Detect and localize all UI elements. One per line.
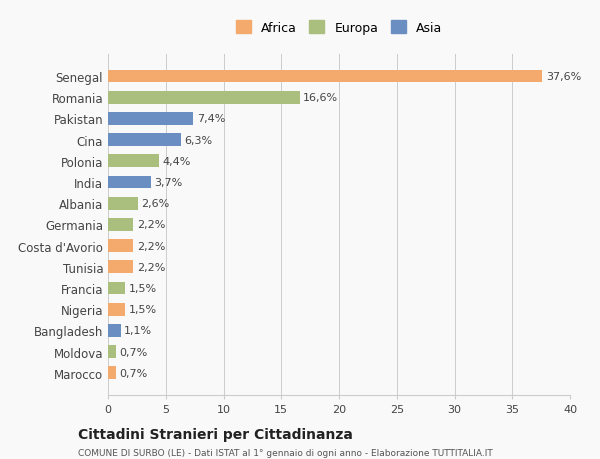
Bar bbox=[108, 367, 116, 379]
Text: 1,5%: 1,5% bbox=[129, 283, 157, 293]
Text: 37,6%: 37,6% bbox=[546, 72, 581, 82]
Bar bbox=[108, 134, 181, 147]
Bar bbox=[108, 303, 125, 316]
Text: 1,1%: 1,1% bbox=[124, 326, 152, 336]
Text: 2,2%: 2,2% bbox=[137, 241, 165, 251]
Bar bbox=[108, 92, 300, 104]
Bar bbox=[108, 218, 133, 231]
Text: 7,4%: 7,4% bbox=[197, 114, 226, 124]
Bar bbox=[108, 71, 542, 83]
Bar bbox=[108, 346, 116, 358]
Legend: Africa, Europa, Asia: Africa, Europa, Asia bbox=[232, 17, 446, 38]
Text: 0,7%: 0,7% bbox=[119, 368, 148, 378]
Text: 6,3%: 6,3% bbox=[184, 135, 212, 146]
Text: 0,7%: 0,7% bbox=[119, 347, 148, 357]
Text: 3,7%: 3,7% bbox=[154, 178, 182, 188]
Bar bbox=[108, 325, 121, 337]
Bar bbox=[108, 261, 133, 274]
Bar bbox=[108, 282, 125, 295]
Text: COMUNE DI SURBO (LE) - Dati ISTAT al 1° gennaio di ogni anno - Elaborazione TUTT: COMUNE DI SURBO (LE) - Dati ISTAT al 1° … bbox=[78, 448, 493, 457]
Text: 2,2%: 2,2% bbox=[137, 262, 165, 272]
Text: 16,6%: 16,6% bbox=[303, 93, 338, 103]
Bar bbox=[108, 240, 133, 252]
Bar bbox=[108, 155, 159, 168]
Bar bbox=[108, 176, 151, 189]
Text: 1,5%: 1,5% bbox=[129, 304, 157, 314]
Bar bbox=[108, 113, 193, 125]
Text: 4,4%: 4,4% bbox=[162, 157, 191, 167]
Text: Cittadini Stranieri per Cittadinanza: Cittadini Stranieri per Cittadinanza bbox=[78, 427, 353, 441]
Text: 2,6%: 2,6% bbox=[142, 199, 170, 209]
Bar bbox=[108, 197, 138, 210]
Text: 2,2%: 2,2% bbox=[137, 220, 165, 230]
